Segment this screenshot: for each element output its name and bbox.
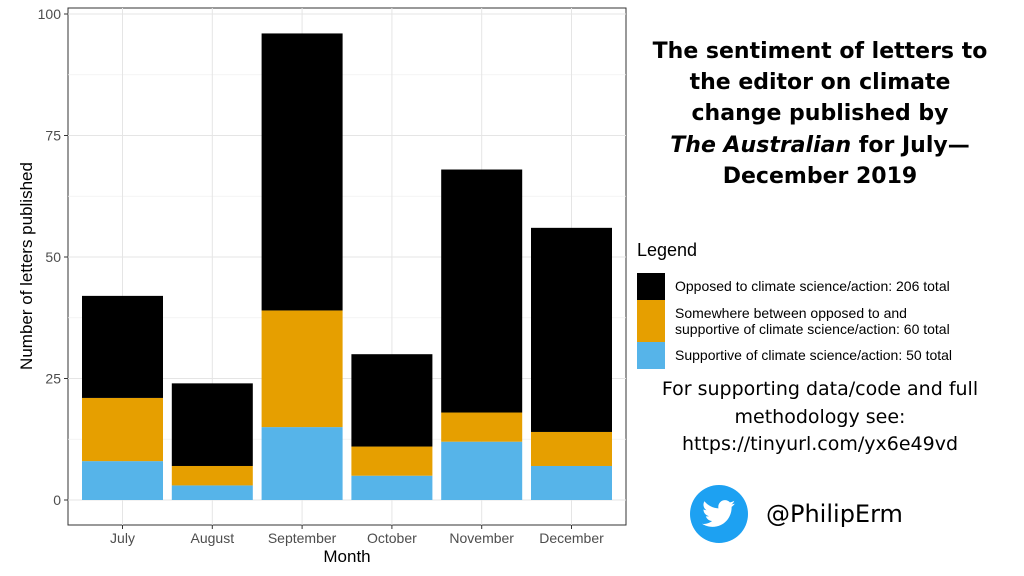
legend-label-supportive: Supportive of climate science/action: 50… bbox=[675, 347, 953, 364]
bar-supportive-september bbox=[261, 427, 343, 500]
stacked-bar-chart: 0 25 50 75 100 July August September October Nov… bbox=[17, 6, 627, 566]
y-tick-label: 50 bbox=[45, 249, 61, 265]
y-tick-label: 25 bbox=[45, 371, 61, 387]
x-tick-label-december: December bbox=[539, 530, 604, 546]
methodology-note: For supporting data/code and full method… bbox=[630, 376, 1010, 459]
bars bbox=[82, 33, 612, 500]
title-line-4-rest: for July— bbox=[851, 132, 970, 158]
legend-item-between: Somewhere between opposed to and support… bbox=[637, 300, 1022, 342]
bar-supportive-october bbox=[351, 475, 433, 500]
legend-label-between: Somewhere between opposed to and support… bbox=[675, 305, 950, 337]
x-axis: July August September October November Decemb… bbox=[110, 525, 604, 546]
bar-between-september bbox=[261, 310, 343, 428]
bar-opposed-october bbox=[351, 354, 433, 447]
bar-opposed-july bbox=[82, 295, 163, 398]
y-tick-label: 75 bbox=[45, 128, 61, 144]
twitter-handle-block: @PhilipErm bbox=[690, 485, 903, 543]
bar-opposed-december bbox=[531, 227, 612, 432]
methodology-line-1: For supporting data/code and full bbox=[661, 378, 979, 400]
legend-label-opposed: Opposed to climate science/action: 206 t… bbox=[675, 278, 950, 295]
legend-title: Legend bbox=[637, 240, 698, 260]
bar-between-august bbox=[171, 465, 253, 486]
bar-supportive-november bbox=[441, 441, 523, 500]
methodology-link[interactable]: https://tinyurl.com/yx6e49vd bbox=[681, 433, 959, 456]
chart-title: The sentiment of letters to the editor o… bbox=[630, 36, 1010, 192]
title-publication: The Australian bbox=[670, 132, 852, 158]
y-tick-label: 100 bbox=[38, 6, 62, 22]
title-line-1: The sentiment of letters to bbox=[652, 39, 988, 64]
bar-opposed-november bbox=[441, 169, 523, 413]
legend-item-opposed: Opposed to climate science/action: 206 t… bbox=[637, 273, 1022, 300]
bar-between-october bbox=[351, 446, 433, 476]
bar-between-july bbox=[82, 397, 163, 462]
x-tick-label-november: November bbox=[449, 530, 514, 546]
y-axis-title: Number of letters published bbox=[17, 162, 36, 370]
legend-key-opposed bbox=[637, 273, 665, 300]
y-tick-label: 0 bbox=[53, 492, 61, 508]
bar-supportive-december bbox=[531, 465, 612, 500]
legend-label-between-line-2: supportive of climate science/action: 60… bbox=[675, 321, 950, 337]
x-tick-label-july: July bbox=[110, 530, 135, 546]
methodology-line-2: methodology see: bbox=[734, 405, 906, 428]
legend-label-between-line-1: Somewhere between opposed to and bbox=[675, 304, 907, 321]
twitter-bird-icon[interactable] bbox=[690, 485, 748, 543]
bar-opposed-august bbox=[171, 383, 253, 466]
x-tick-label-october: October bbox=[367, 530, 417, 546]
legend-key-between bbox=[637, 300, 665, 342]
title-line-5: December 2019 bbox=[722, 163, 918, 189]
title-line-4: The Australian for July— bbox=[630, 130, 1010, 161]
legend-item-supportive: Supportive of climate science/action: 50… bbox=[637, 342, 1022, 369]
twitter-handle[interactable]: @PhilipErm bbox=[766, 500, 903, 528]
bar-opposed-september bbox=[261, 33, 343, 311]
legend: Legend Opposed to climate science/action… bbox=[637, 240, 1022, 369]
x-tick-label-august: August bbox=[191, 530, 235, 546]
bar-supportive-august bbox=[171, 485, 253, 500]
twitter-bird-glyph bbox=[702, 500, 736, 527]
bar-between-november bbox=[441, 412, 523, 442]
x-tick-label-september: September bbox=[268, 530, 337, 546]
y-axis: 0 25 50 75 100 bbox=[38, 6, 68, 508]
x-axis-title: Month bbox=[323, 547, 370, 566]
title-line-2: the editor on climate bbox=[689, 70, 951, 96]
legend-key-supportive bbox=[637, 342, 665, 369]
bar-between-december bbox=[531, 431, 612, 466]
title-line-3: change published by bbox=[691, 101, 949, 127]
bar-supportive-july bbox=[82, 461, 163, 500]
